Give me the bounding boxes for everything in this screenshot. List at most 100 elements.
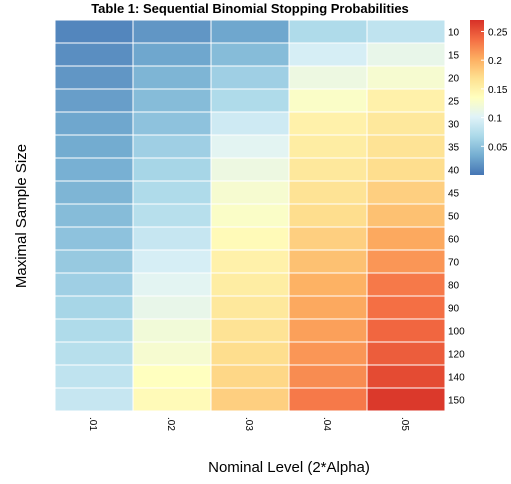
x-tick-label: .05 [399, 417, 410, 431]
heatmap-cell [288, 318, 368, 343]
heatmap-cell [366, 180, 446, 205]
heatmap-cell [366, 295, 446, 320]
heatmap-cell [288, 295, 368, 320]
heatmap-cell [54, 341, 134, 366]
heatmap-cell [132, 19, 212, 44]
heatmap-cell [54, 364, 134, 389]
heatmap-cell [132, 157, 212, 182]
heatmap-cell [366, 19, 446, 44]
x-tick-labels: .01 .02 .03 .04 .05 [87, 417, 410, 431]
heatmap-cell [54, 272, 134, 297]
heatmap-cell [288, 19, 368, 44]
heatmap-cells [54, 19, 446, 412]
heatmap-cell [54, 203, 134, 228]
heatmap-cell [210, 65, 290, 90]
heatmap-cell [210, 341, 290, 366]
heatmap-cell [366, 249, 446, 274]
heatmap-cell [132, 203, 212, 228]
heatmap-cell [54, 134, 134, 159]
heatmap-cell [210, 111, 290, 136]
heatmap-cell [366, 318, 446, 343]
heatmap-cell [54, 42, 134, 67]
heatmap-cell [54, 180, 134, 205]
heatmap-cell [54, 226, 134, 251]
heatmap-cell [132, 42, 212, 67]
colorbar-tick-label: 0.15 [488, 85, 508, 96]
heatmap-cell [366, 134, 446, 159]
heatmap-cell [54, 249, 134, 274]
heatmap-cell [132, 364, 212, 389]
y-tick-label: 70 [448, 258, 460, 269]
heatmap-cell [54, 318, 134, 343]
y-tick-label: 45 [448, 189, 460, 200]
heatmap-cell [288, 88, 368, 113]
heatmap-cell [132, 88, 212, 113]
heatmap-cell [132, 387, 212, 412]
heatmap-cell [366, 387, 446, 412]
heatmap-cell [132, 226, 212, 251]
y-tick-label: 35 [448, 143, 460, 154]
heatmap-cell [210, 295, 290, 320]
x-tick-label: .03 [243, 417, 254, 431]
heatmap-cell [54, 111, 134, 136]
heatmap-cell [132, 180, 212, 205]
heatmap-cell [366, 157, 446, 182]
heatmap-cell [210, 226, 290, 251]
y-tick-label: 90 [448, 304, 460, 315]
heatmap-cell [210, 19, 290, 44]
x-axis-title: Nominal Level (2*Alpha) [208, 459, 370, 476]
heatmap-cell [54, 88, 134, 113]
heatmap-cell [288, 65, 368, 90]
heatmap-cell [54, 387, 134, 412]
y-tick-label: 50 [448, 212, 460, 223]
heatmap-cell [288, 180, 368, 205]
heatmap-cell [210, 42, 290, 67]
heatmap-cell [210, 387, 290, 412]
heatmap-cell [288, 272, 368, 297]
y-tick-label: 140 [448, 373, 465, 384]
heatmap-cell [210, 249, 290, 274]
heatmap-cell [288, 111, 368, 136]
y-tick-labels: 10 15 20 25 30 35 40 45 50 60 70 80 90 100 120 140 150 [448, 28, 465, 407]
heatmap-cell [288, 387, 368, 412]
heatmap-cell [132, 295, 212, 320]
heatmap-cell [210, 364, 290, 389]
x-tick-label: .02 [165, 417, 176, 431]
x-tick-label: .01 [87, 417, 98, 431]
y-tick-label: 150 [448, 396, 465, 407]
heatmap-cell [132, 272, 212, 297]
heatmap-cell [366, 42, 446, 67]
colorbar-tick-label: 0.25 [488, 27, 508, 38]
y-tick-label: 15 [448, 51, 460, 62]
heatmap-cell [366, 65, 446, 90]
heatmap-cell [366, 364, 446, 389]
heatmap-cell [366, 111, 446, 136]
heatmap-cell [366, 88, 446, 113]
heatmap-cell [132, 134, 212, 159]
y-tick-label: 60 [448, 235, 460, 246]
x-tick-label: .04 [321, 417, 332, 431]
y-tick-label: 40 [448, 166, 460, 177]
colorbar-gradient [470, 20, 484, 175]
heatmap-cell [210, 157, 290, 182]
heatmap-cell [288, 157, 368, 182]
heatmap-cell [288, 203, 368, 228]
y-tick-label: 10 [448, 28, 460, 39]
colorbar: 0.05 0.1 0.15 0.2 0.25 [470, 20, 508, 175]
y-tick-label: 20 [448, 74, 460, 85]
heatmap-cell [132, 318, 212, 343]
heatmap-cell [366, 341, 446, 366]
heatmap-cell [132, 111, 212, 136]
y-axis-title: Maximal Sample Size [13, 144, 30, 288]
heatmap-cell [54, 295, 134, 320]
heatmap-cell [210, 318, 290, 343]
heatmap-cell [288, 134, 368, 159]
heatmap-cell [210, 180, 290, 205]
y-tick-label: 25 [448, 97, 460, 108]
chart-title: Table 1: Sequential Binomial Stopping Pr… [91, 1, 409, 16]
heatmap-cell [132, 249, 212, 274]
heatmap-cell [210, 88, 290, 113]
heatmap-cell [366, 203, 446, 228]
heatmap-cell [54, 65, 134, 90]
